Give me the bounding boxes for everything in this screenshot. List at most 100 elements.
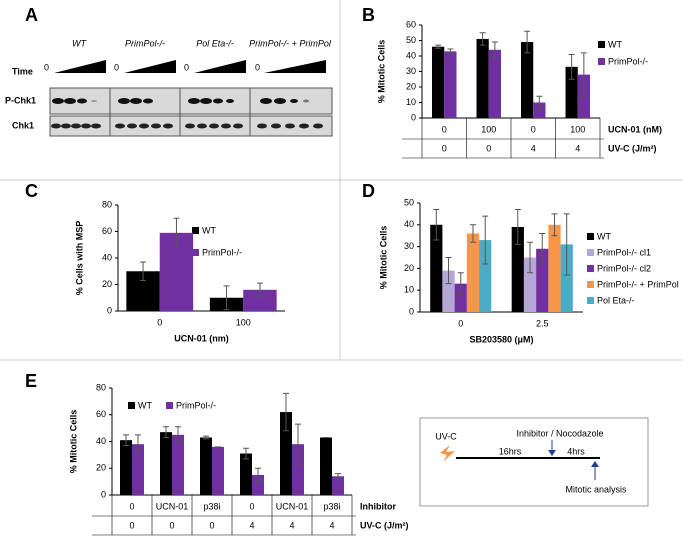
legend-label: PrimPol-/- [176,400,216,410]
x-tick-label: 4 [329,520,334,530]
blot-row-label: Chk1 [12,120,34,130]
panel-label: B [362,5,375,25]
legend-label: PrimPol-/- [202,247,242,257]
y-tick-label: 20 [406,81,416,91]
bar [521,42,534,118]
legend-swatch [128,402,135,409]
x-tick-label: 0 [249,501,254,511]
zero-label: 0 [114,62,119,72]
y-tick-label: 60 [102,226,112,236]
diagram-text: 16hrs [499,446,522,456]
bar [332,476,344,495]
x-tick-label: 0 [157,317,162,327]
y-tick-label: 80 [96,382,106,392]
error-bar [479,32,486,46]
legend-swatch [192,249,199,256]
error-bar [335,473,341,480]
x-tick-label: 100 [236,317,251,327]
bar [243,289,277,311]
bar [476,38,489,119]
row-label: UV-C (J/m²) [608,143,657,153]
legend-swatch [598,41,605,48]
x-tick-label: UCN-01 [276,501,309,511]
error-bar [175,426,181,444]
error-bar [445,257,452,285]
error-bar [243,447,249,460]
bar [466,233,480,312]
blot [49,87,333,137]
error-bar [536,95,543,110]
bar [523,257,537,312]
legend-swatch [166,402,173,409]
error-bar [256,282,263,297]
y-tick-label: 40 [102,252,112,262]
bar [536,248,549,312]
y-tick-label: 40 [404,219,414,229]
y-tick-label: 60 [406,19,416,29]
legend-label: PrimPol-/- cl2 [597,263,651,273]
lane-label: PrimPol-/- + PrimPol [249,38,332,48]
legend-label: PrimPol-/- cl1 [597,247,651,257]
y-axis-label: % Mitotic Cells [378,226,388,290]
legend-swatch [587,297,594,304]
y-tick-label: 50 [404,197,414,207]
error-bar [123,434,129,447]
error-bar [482,215,489,265]
blot-row-label: P-Chk1 [5,95,36,105]
x-tick-label: 0 [129,520,134,530]
bar [442,270,455,312]
timeline-diagram [419,417,649,507]
y-tick-label: 60 [96,409,106,419]
x-tick-label: 0 [129,501,134,511]
legend-label: WT [202,225,216,235]
bar [172,434,184,495]
error-bar [223,285,230,311]
error-bar [140,261,147,282]
x-tick-label: 0 [531,124,536,134]
legend-label: WT [608,39,622,49]
lane-label: PrimPol-/- [125,38,165,48]
error-bar [433,209,440,241]
row-label: UCN-01 (nM) [608,124,662,134]
error-bar [447,48,454,55]
x-tick-label: UCN-01 [156,501,189,511]
zero-label: 0 [184,62,189,72]
legend-label: WT [138,400,152,410]
error-bar [283,392,289,432]
bar [160,432,172,495]
time-label: Time [12,66,33,76]
error-bar [563,213,570,276]
bar [292,444,304,495]
time-wedge [194,60,246,73]
x-tick-label: p38i [323,501,340,511]
error-bar [203,435,209,440]
x-tick-label: 0 [458,318,463,328]
error-bar [527,241,534,274]
x-tick-label: 4 [289,520,294,530]
y-tick-label: 20 [404,263,414,273]
time-wedge [124,60,176,73]
bar [533,102,546,118]
error-bar [135,434,141,455]
bar [444,51,457,118]
time-wedge [264,60,326,73]
legend-label: WT [597,231,611,241]
bar [479,240,492,312]
error-bar [551,213,558,237]
lane-label: Pol Eta-/- [196,38,234,48]
bar [430,224,443,312]
error-bar [255,467,261,483]
legend-swatch [587,249,594,256]
x-tick-label: 0 [442,124,447,134]
x-tick-label: 100 [481,124,496,134]
y-tick-label: 0 [101,489,106,499]
error-bar [524,30,531,54]
y-tick-label: 10 [404,285,414,295]
bar [212,446,224,495]
bar [454,283,467,312]
legend-label: PrimPol-/- + PrimPol [597,279,679,289]
legend-swatch [587,281,594,288]
y-tick-label: 30 [404,241,414,251]
legend-swatch [587,233,594,240]
zero-label: 0 [255,62,260,72]
